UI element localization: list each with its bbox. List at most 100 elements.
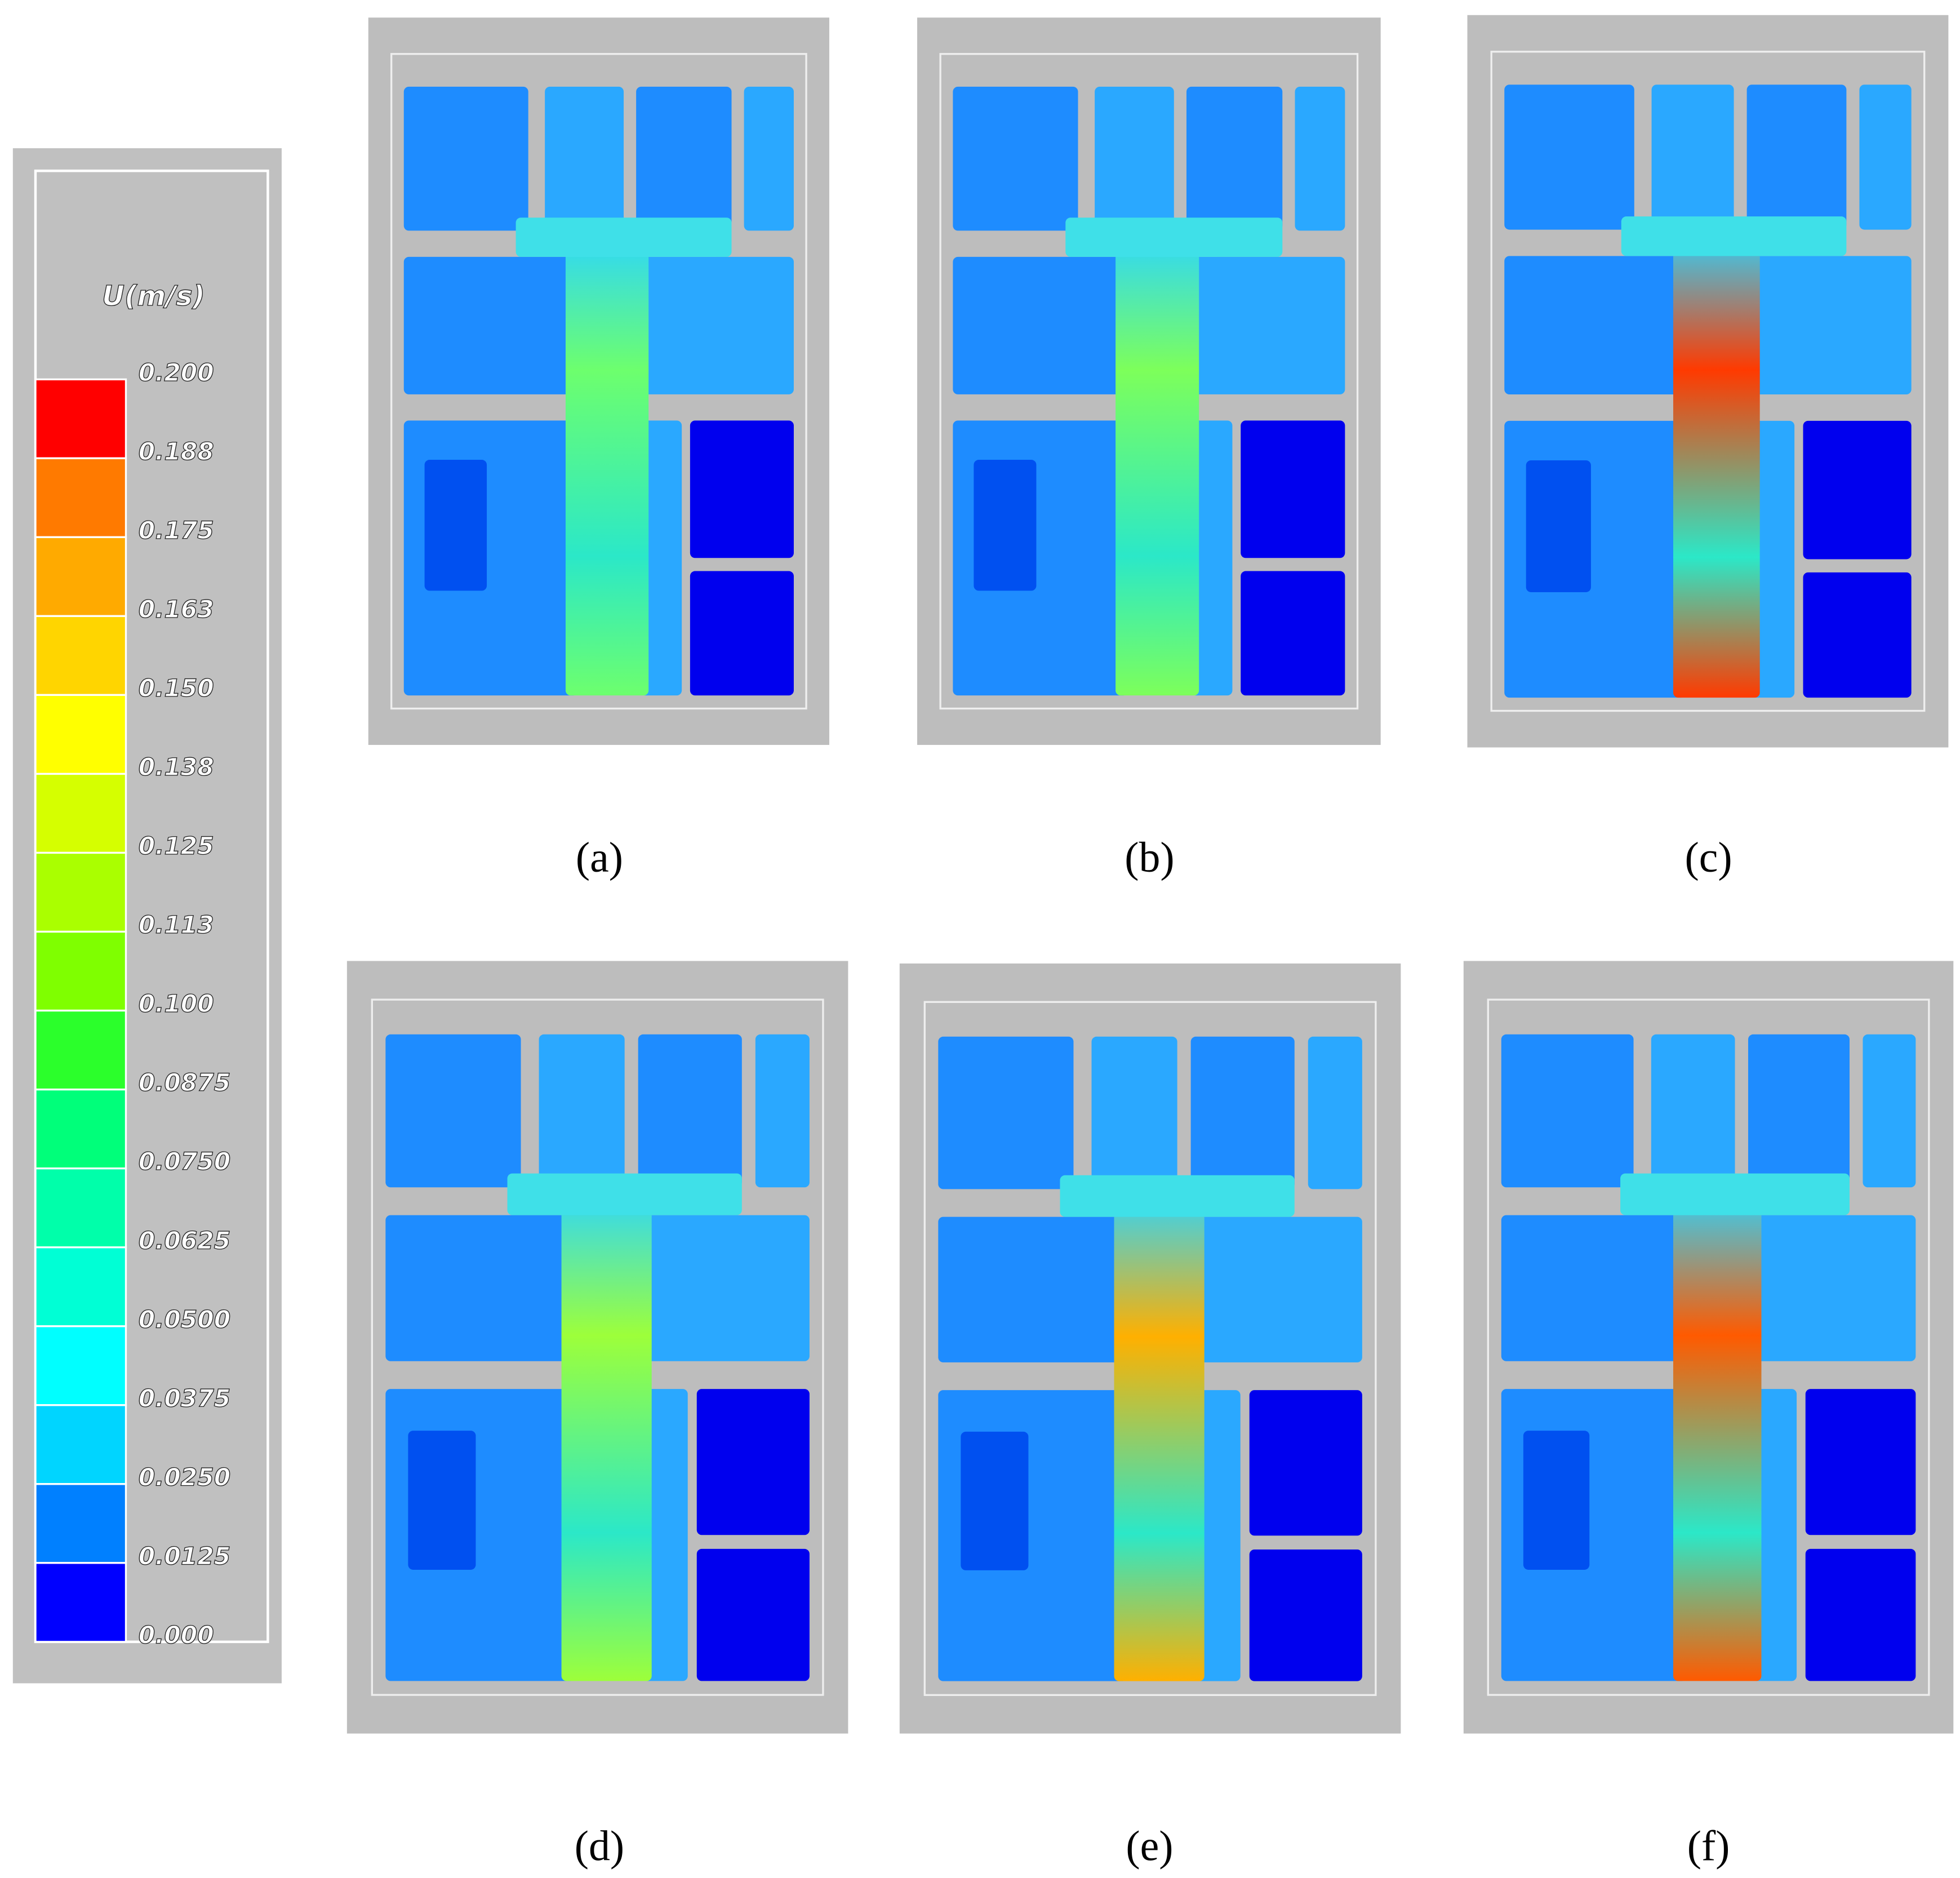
panel [1467, 15, 1949, 748]
corridor [1673, 229, 1760, 698]
legend-band [34, 1167, 127, 1249]
legend-band [34, 457, 127, 539]
legend-band [34, 1246, 127, 1328]
corridor [1115, 230, 1199, 696]
room [1752, 1389, 1797, 1681]
room [1190, 256, 1345, 394]
legend-label: 0.138 [139, 753, 214, 781]
legend-label: 0.150 [139, 674, 214, 702]
corridor [565, 230, 649, 696]
room [953, 256, 1128, 394]
legend-band [34, 1404, 127, 1485]
floor-outline [1490, 51, 1926, 712]
room [1195, 1390, 1241, 1681]
panel-label: (d) [575, 1822, 624, 1870]
room-still [1803, 420, 1912, 560]
room [1190, 1036, 1295, 1189]
room-still [690, 571, 794, 696]
room-still [1803, 572, 1912, 698]
room [640, 256, 794, 394]
room [642, 1389, 688, 1681]
low-zone [1523, 1431, 1590, 1570]
room [1651, 85, 1734, 230]
room [403, 256, 579, 394]
legend-label: 0.0500 [139, 1306, 230, 1333]
panel-label: (a) [576, 834, 623, 881]
room [1746, 85, 1847, 230]
floor-outline [939, 53, 1359, 710]
panel-label: (f) [1687, 1822, 1730, 1870]
legend-band [34, 1325, 127, 1406]
hall [1060, 1175, 1295, 1217]
panel-label: (b) [1125, 834, 1174, 881]
legend-label: 0.175 [139, 517, 214, 544]
panel [346, 961, 848, 1734]
room [1504, 85, 1634, 230]
room [1748, 1034, 1850, 1188]
low-zone [424, 460, 487, 591]
panel [899, 963, 1401, 1734]
legend-band [34, 930, 127, 1012]
legend-label: 0.0625 [139, 1227, 230, 1254]
room [642, 1215, 810, 1361]
legend-label: 0.188 [139, 438, 214, 465]
legend-title: U(m/s) [102, 279, 205, 312]
room [1501, 1215, 1687, 1361]
room [545, 86, 624, 231]
legend-band [34, 615, 127, 696]
legend-label: 0.163 [139, 596, 214, 623]
floor-outline [1487, 998, 1930, 1696]
corridor [1673, 1187, 1762, 1681]
legend-label: 0.100 [139, 990, 214, 1018]
panel [1463, 961, 1954, 1734]
room [755, 1034, 810, 1188]
corridor [1114, 1189, 1205, 1681]
room [1091, 1036, 1177, 1189]
room-still [690, 420, 794, 558]
room [640, 420, 682, 696]
legend-label: 0.125 [139, 832, 214, 860]
room [1295, 86, 1345, 231]
room [638, 1034, 742, 1188]
room [385, 1034, 521, 1188]
low-zone [961, 1431, 1029, 1570]
legend-label: 0.0250 [139, 1463, 230, 1491]
room-still [1249, 1549, 1362, 1681]
room [1195, 1217, 1362, 1362]
hall [1620, 1173, 1850, 1215]
room [1308, 1036, 1362, 1189]
room-still [696, 1548, 810, 1681]
room [1752, 1215, 1916, 1361]
corridor [561, 1187, 652, 1681]
room-still [696, 1389, 810, 1535]
room-still [1249, 1390, 1362, 1536]
room [539, 1034, 625, 1188]
legend-label: 0.200 [139, 359, 214, 387]
panel [368, 17, 829, 745]
panel-label: (c) [1685, 834, 1732, 881]
room [953, 86, 1078, 231]
room [403, 86, 528, 231]
floor-outline [390, 53, 807, 710]
panel [917, 17, 1381, 745]
room [1186, 86, 1283, 231]
legend-label: 0.0875 [139, 1069, 230, 1096]
hall [507, 1173, 742, 1215]
legend-band [34, 1009, 127, 1091]
room [1501, 1034, 1634, 1188]
low-zone [408, 1431, 476, 1570]
room [1751, 420, 1795, 698]
legend-band [34, 1483, 127, 1564]
legend-band [34, 1562, 127, 1643]
legend-band [34, 851, 127, 933]
room [385, 1215, 575, 1361]
panels [346, 15, 1954, 1734]
room-still [1805, 1389, 1916, 1535]
legend-label: 0.0125 [139, 1542, 230, 1570]
legend-label: 0.000 [139, 1621, 214, 1649]
room-still [1241, 420, 1345, 558]
room-still [1805, 1548, 1916, 1681]
room [1863, 1034, 1916, 1188]
room [1651, 1034, 1735, 1188]
